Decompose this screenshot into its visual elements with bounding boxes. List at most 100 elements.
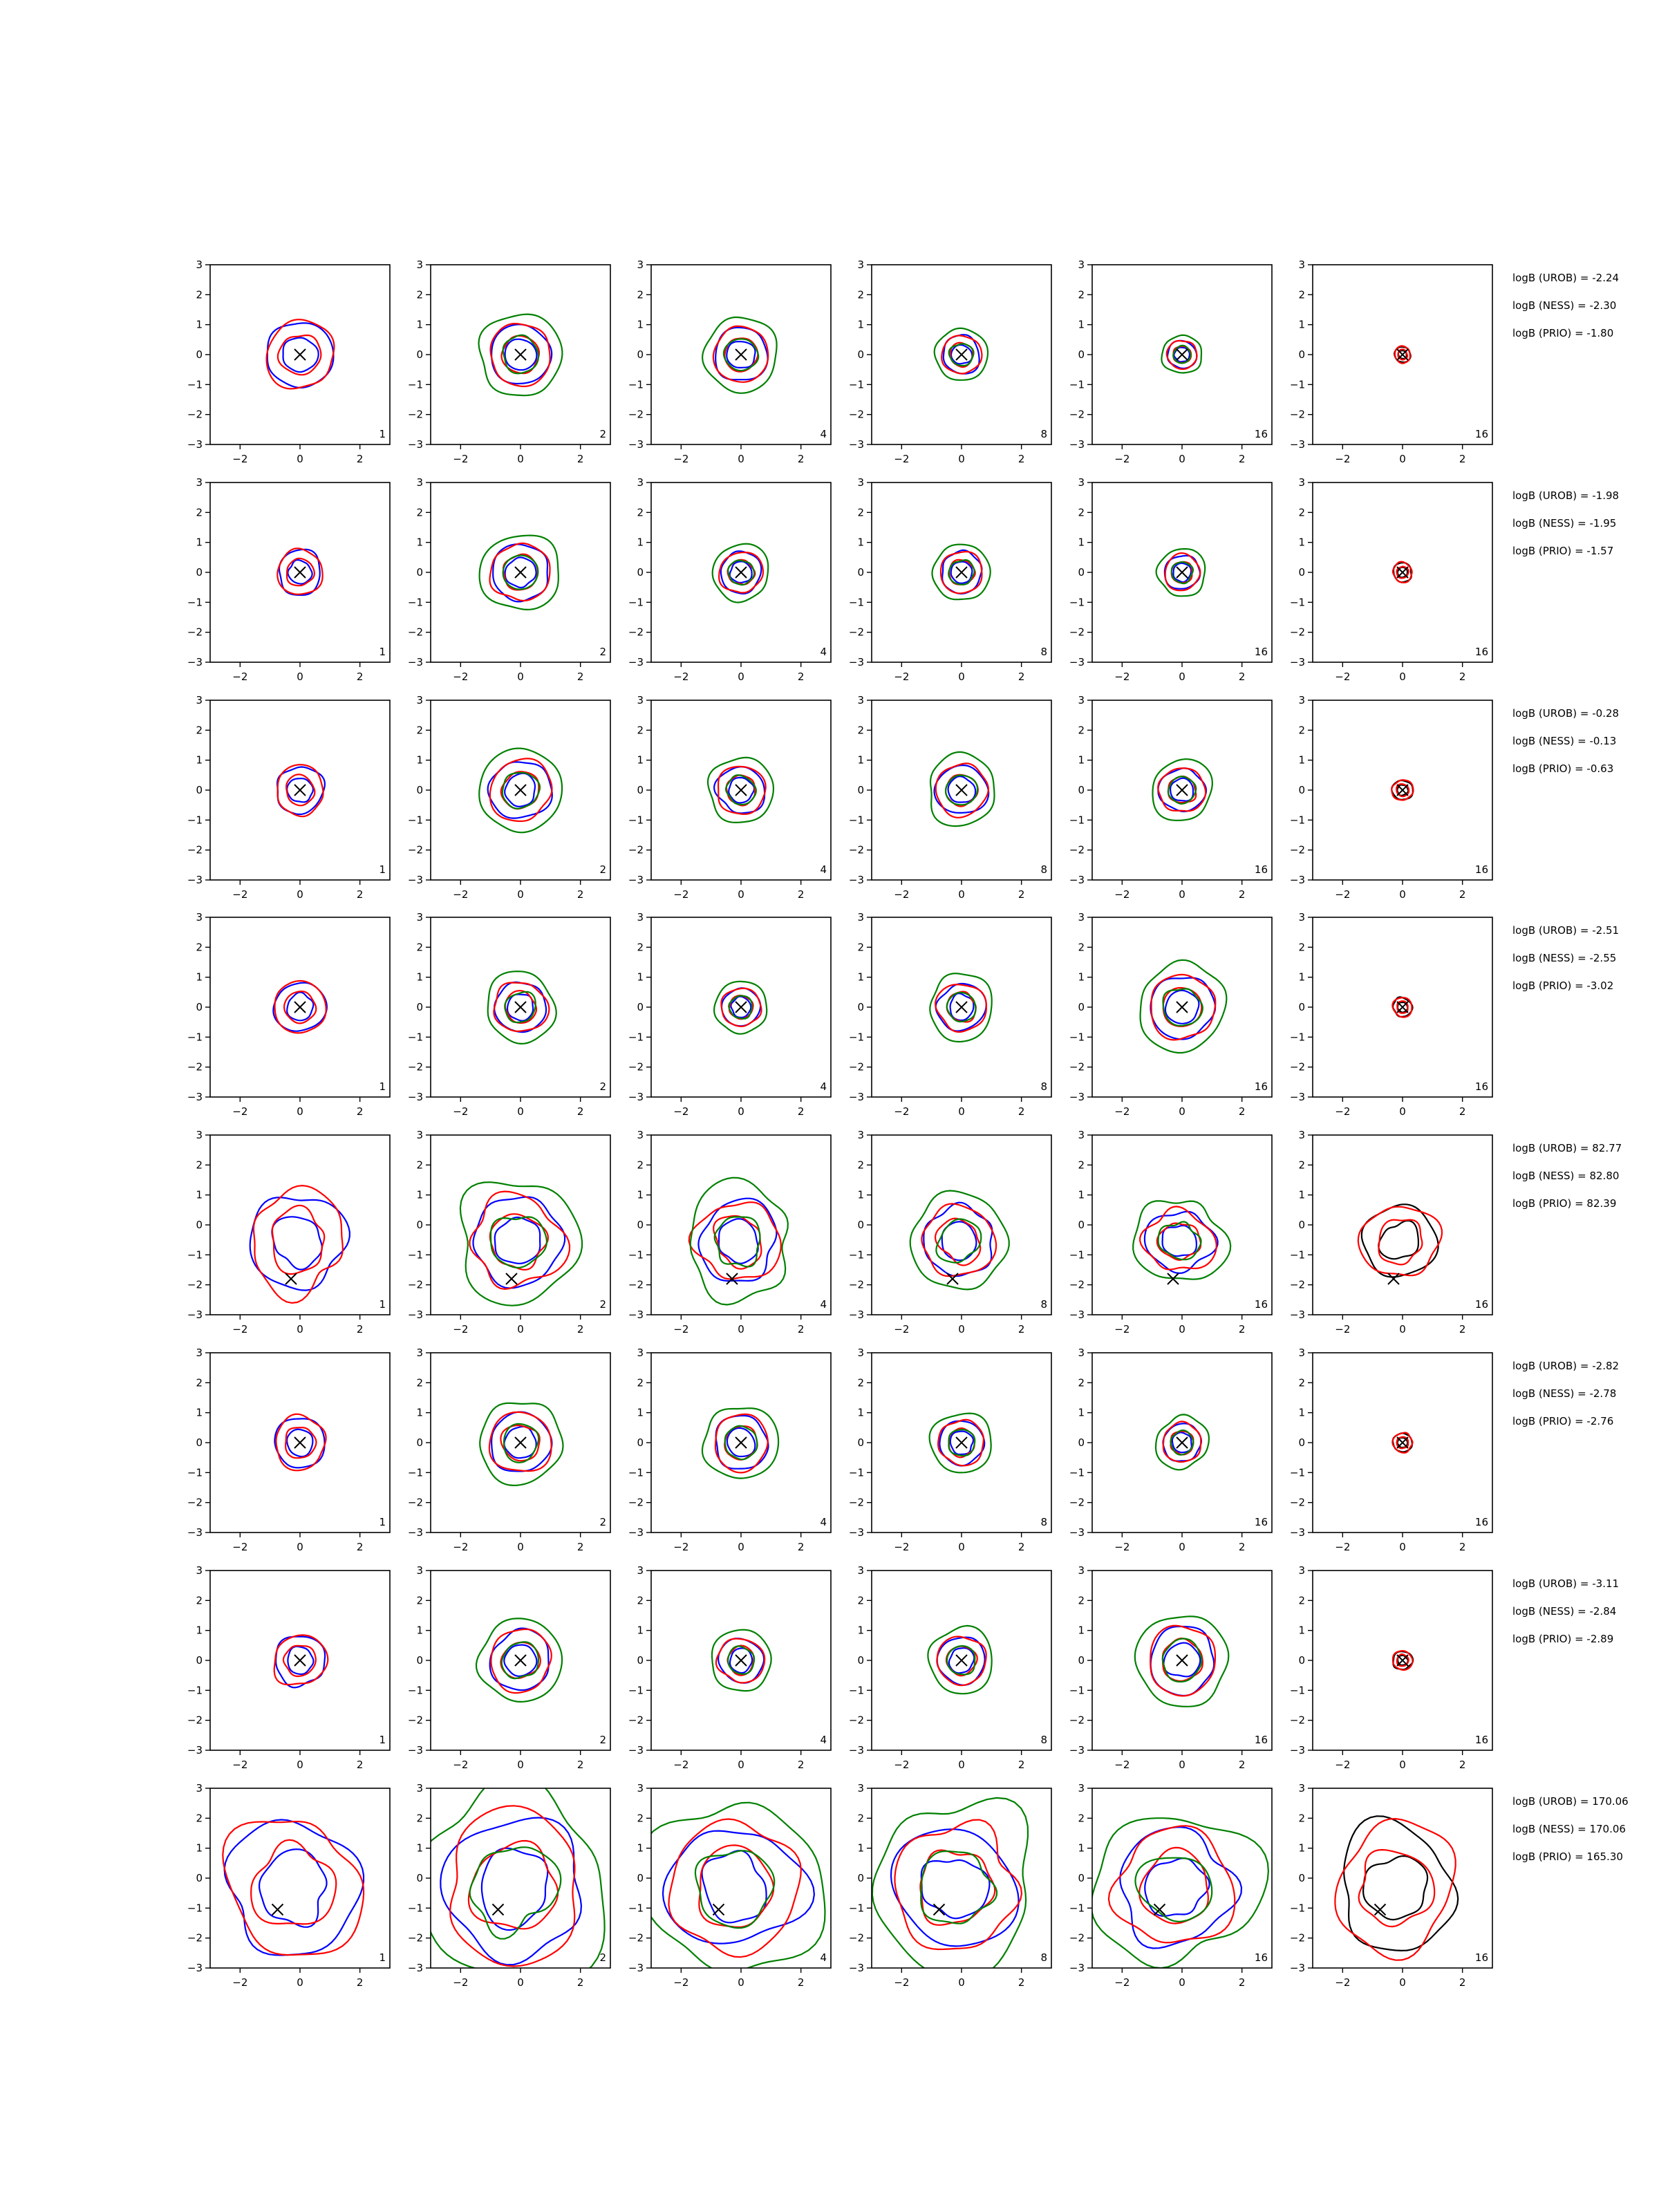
x-tick-label: −2: [232, 1759, 247, 1771]
true-value-marker: [294, 566, 306, 579]
y-tick-label: 0: [416, 1872, 423, 1884]
red-contour: [1396, 1653, 1409, 1667]
y-tick-label: −2: [628, 1061, 644, 1074]
panel-label: 2: [599, 428, 606, 440]
red-contour: [1164, 552, 1201, 592]
x-tick-label: −2: [1335, 888, 1350, 901]
logb-urob: logB (UROB) = -2.51: [1512, 924, 1619, 937]
y-tick-label: 0: [1078, 1872, 1085, 1884]
x-tick-label: 2: [1459, 453, 1466, 465]
panel-label: 4: [820, 646, 827, 658]
x-tick-label: −2: [894, 671, 909, 683]
x-tick-label: −2: [232, 453, 247, 465]
y-tick-label: 1: [196, 1842, 203, 1855]
red-contour: [449, 1805, 576, 1967]
y-tick-label: −2: [187, 844, 203, 856]
true-value-marker: [1153, 1903, 1166, 1916]
x-tick-label: 0: [1179, 1759, 1185, 1771]
y-tick-label: −1: [849, 1684, 864, 1696]
x-tick-label: 2: [577, 671, 584, 683]
y-tick-label: 1: [196, 319, 203, 331]
green-contour: [1134, 1857, 1213, 1923]
contours: [1334, 1815, 1459, 1961]
red-contour: [939, 550, 983, 594]
panel-r1-c3: −2 0 2 3 2 1 0 −1 −2 −3 4: [628, 259, 832, 465]
red-contour: [469, 1190, 571, 1291]
y-tick-label: 1: [637, 1189, 644, 1201]
y-tick-label: −3: [1069, 1962, 1085, 1974]
red-contour: [490, 1628, 552, 1694]
y-tick-label: −3: [628, 1962, 644, 1974]
x-tick-label: 2: [357, 1759, 364, 1771]
y-tick-label: 0: [1298, 348, 1305, 361]
green-contour: [503, 1423, 540, 1463]
green-contour: [500, 1641, 539, 1680]
logb-ness: logB (NESS) = -2.78: [1512, 1387, 1616, 1400]
x-tick-label: −2: [673, 1105, 688, 1118]
x-tick-label: 0: [517, 1759, 524, 1771]
green-contour: [478, 747, 563, 834]
x-tick-label: 2: [1018, 671, 1025, 683]
x-tick-label: 0: [297, 888, 303, 901]
y-tick-label: −1: [628, 1248, 644, 1261]
true-value-marker: [735, 348, 747, 361]
y-tick-label: 3: [637, 1347, 644, 1359]
green-contour: [728, 995, 753, 1020]
y-tick-label: 0: [196, 1654, 203, 1667]
green-contour: [459, 1181, 583, 1306]
x-tick-label: 0: [738, 1976, 744, 1989]
green-contour: [933, 327, 989, 381]
y-tick-label: 3: [857, 259, 864, 271]
y-tick-label: 3: [1078, 694, 1085, 706]
true-value-marker: [1167, 1273, 1179, 1285]
red-contour: [712, 325, 769, 383]
red-contour: [1165, 339, 1198, 371]
x-tick-label: 2: [1459, 1323, 1466, 1335]
blue-contour: [1119, 1826, 1243, 1949]
red-contour: [276, 547, 324, 595]
red-contour: [1397, 348, 1409, 361]
y-tick-label: −3: [628, 1744, 644, 1756]
red-contour: [1391, 561, 1413, 583]
green-contour: [651, 1801, 826, 1968]
red-contour: [1357, 1206, 1443, 1277]
y-tick-label: 3: [637, 694, 644, 706]
green-contour: [944, 774, 979, 806]
y-tick-label: 2: [857, 506, 864, 518]
contours: [249, 1184, 350, 1304]
y-tick-label: −1: [628, 814, 644, 826]
red-contour: [265, 319, 335, 390]
x-tick-label: 0: [958, 1323, 965, 1335]
x-tick-label: 0: [738, 453, 744, 465]
true-value-marker: [285, 1273, 297, 1285]
y-tick-label: 0: [637, 1001, 644, 1013]
y-tick-label: −3: [1069, 1526, 1085, 1539]
green-contour: [689, 1177, 789, 1306]
panel-r3-c4: −2 0 2 3 2 1 0 −1 −2 −3 8: [849, 694, 1052, 901]
logb-urob: logB (UROB) = 170.06: [1512, 1795, 1629, 1808]
y-tick-label: 0: [196, 1219, 203, 1231]
true-value-marker: [294, 1001, 306, 1013]
y-tick-label: 0: [857, 348, 864, 361]
logb-prio: logB (PRIO) = -1.57: [1512, 545, 1613, 557]
y-tick-label: 3: [416, 1782, 423, 1794]
y-tick-label: −2: [1069, 1497, 1085, 1509]
y-tick-label: 0: [196, 784, 203, 796]
panel-r8-c2: −2 0 2 3 2 1 0 −1 −2 −3 2: [408, 1782, 611, 1989]
x-tick-label: 0: [1399, 453, 1406, 465]
green-contour: [1154, 1414, 1210, 1471]
y-tick-label: −3: [628, 1526, 644, 1539]
green-contour: [1161, 334, 1203, 374]
panel-r3-c5: −2 0 2 3 2 1 0 −1 −2 −3 16: [1069, 694, 1273, 901]
contours: [1155, 547, 1206, 597]
contours: [431, 1788, 606, 1968]
contours: [487, 971, 557, 1045]
blue-contour: [718, 1218, 759, 1264]
true-value-marker: [735, 566, 747, 579]
panel-label: 8: [1040, 1298, 1047, 1311]
y-tick-label: −2: [1290, 409, 1305, 421]
y-tick-label: −2: [628, 1497, 644, 1509]
y-tick-label: 0: [857, 1654, 864, 1667]
x-tick-label: 2: [1239, 1323, 1246, 1335]
x-tick-label: 0: [958, 1976, 965, 1989]
